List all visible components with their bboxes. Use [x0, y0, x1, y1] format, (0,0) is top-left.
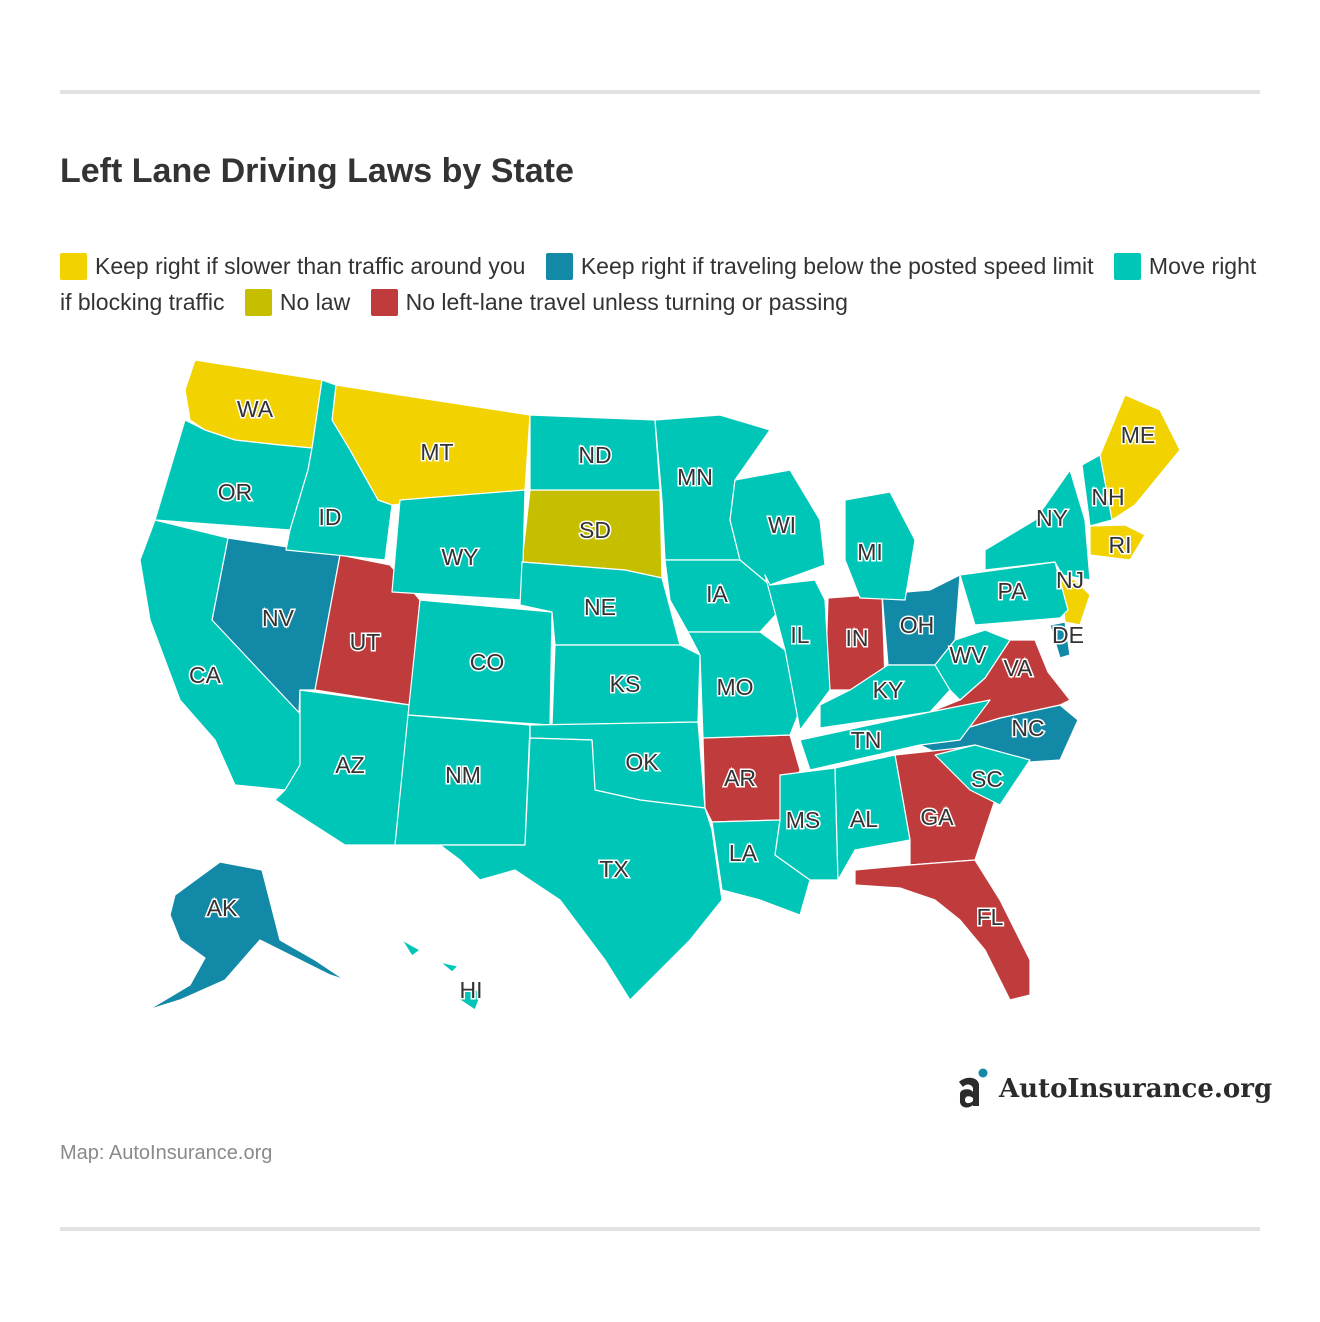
legend-label: Keep right if slower than traffic around…	[95, 253, 526, 279]
state-label-sd: SD	[579, 517, 611, 543]
state-label-nd: ND	[578, 442, 611, 468]
legend: Keep right if slower than traffic around…	[60, 248, 1260, 320]
state-tn	[799, 699, 991, 771]
state-label-id: ID	[319, 504, 342, 530]
legend-label: Keep right if traveling below the posted…	[580, 253, 1094, 279]
top-divider	[60, 90, 1260, 94]
state-label-ar: AR	[724, 765, 756, 791]
state-label-co: CO	[470, 649, 505, 675]
state-label-il: IL	[790, 622, 809, 648]
state-label-mt: MT	[420, 439, 453, 465]
state-label-nc: NC	[1011, 715, 1044, 741]
state-il	[764, 574, 831, 731]
legend-item-no-left: No left-lane travel unless turning or pa…	[370, 289, 848, 316]
state-hi	[401, 939, 483, 1011]
state-label-az: AZ	[335, 752, 364, 778]
state-id	[285, 379, 393, 561]
state-tx	[439, 737, 723, 1001]
state-label-hi: HI	[460, 977, 483, 1003]
state-ca	[139, 519, 321, 791]
state-label-la: LA	[729, 840, 758, 866]
legend-swatch	[545, 253, 573, 280]
state-label-tx: TX	[599, 856, 628, 882]
state-label-mn: MN	[677, 464, 713, 490]
state-label-fl: FL	[977, 904, 1004, 930]
state-ny	[984, 469, 1091, 581]
legend-item-slower: Keep right if slower than traffic around…	[60, 253, 526, 280]
state-mi	[844, 491, 916, 601]
state-label-ok: OK	[625, 749, 659, 775]
state-label-wy: WY	[441, 544, 478, 570]
state-sc	[934, 744, 1031, 806]
legend-item-blocking: Move right if blocking traffic	[60, 253, 1256, 315]
state-label-ne: NE	[584, 594, 616, 620]
state-de	[1049, 621, 1071, 659]
brand-logo: AutoInsurance.org	[955, 1068, 1272, 1110]
state-wv	[934, 629, 1011, 701]
state-label-nj: NJ	[1056, 567, 1084, 593]
chart-title: Left Lane Driving Laws by State	[60, 152, 574, 190]
state-wi	[729, 469, 826, 586]
state-nd	[529, 414, 661, 491]
state-label-ky: KY	[873, 677, 904, 703]
brand-logo-icon	[955, 1068, 989, 1110]
state-label-wa: WA	[237, 396, 274, 422]
state-ak	[147, 861, 346, 1011]
legend-item-below-limit: Keep right if traveling below the posted…	[545, 253, 1094, 280]
legend-label: Move right if blocking traffic	[60, 253, 1257, 315]
state-ri	[1089, 524, 1146, 561]
state-label-ia: IA	[706, 581, 728, 607]
state-label-or: OR	[218, 479, 253, 505]
state-nh	[1081, 454, 1113, 527]
state-label-ny: NY	[1036, 505, 1068, 531]
state-label-wv: WV	[949, 642, 987, 668]
state-ks	[551, 644, 701, 726]
state-label-wi: WI	[768, 512, 796, 538]
state-label-de: DE	[1052, 622, 1084, 648]
state-label-mo: MO	[716, 674, 753, 700]
state-label-me: ME	[1121, 422, 1156, 448]
state-label-ri: RI	[1109, 532, 1132, 558]
state-label-pa: PA	[998, 578, 1028, 604]
state-label-al: AL	[850, 806, 878, 832]
legend-swatch	[370, 289, 398, 316]
legend-label: No left-lane travel unless turning or pa…	[405, 289, 848, 315]
state-mo	[687, 631, 801, 739]
state-label-va: VA	[1004, 655, 1034, 681]
bottom-divider	[60, 1227, 1260, 1231]
state-label-tn: TN	[851, 727, 882, 753]
state-label-sc: SC	[971, 766, 1003, 792]
state-label-nh: NH	[1091, 484, 1124, 510]
source-note: Map: AutoInsurance.org	[60, 1142, 273, 1164]
brand-logo-text: AutoInsurance.org	[999, 1074, 1273, 1104]
legend-swatch	[60, 253, 87, 280]
state-label-ga: GA	[920, 804, 954, 830]
state-label-ks: KS	[610, 671, 641, 697]
state-label-nv: NV	[262, 605, 295, 631]
state-label-ms: MS	[786, 807, 821, 833]
state-label-ut: UT	[350, 629, 381, 655]
legend-label: No law	[279, 289, 351, 315]
state-label-mi: MI	[857, 539, 883, 565]
state-al	[834, 754, 911, 881]
state-label-oh: OH	[900, 612, 935, 638]
legend-swatch	[244, 289, 272, 316]
legend-item-no-law: No law	[244, 289, 351, 316]
state-label-nm: NM	[445, 762, 481, 788]
state-fl	[854, 859, 1031, 1001]
legend-swatch	[1113, 253, 1141, 280]
state-label-ca: CA	[189, 662, 222, 688]
state-label-ak: AK	[207, 895, 238, 921]
state-label-in: IN	[846, 625, 869, 651]
